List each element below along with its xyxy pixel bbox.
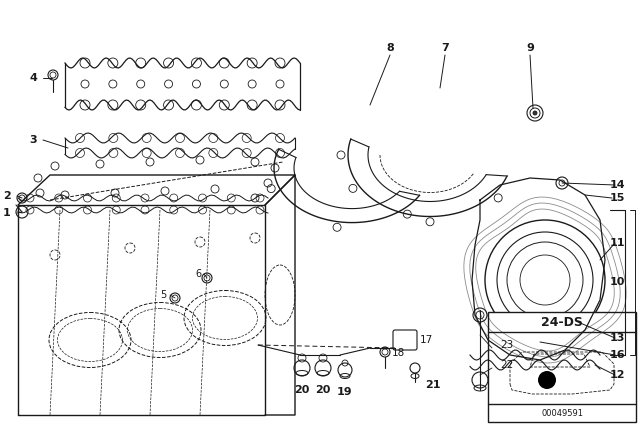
Text: 14: 14: [609, 180, 625, 190]
Text: 1: 1: [3, 208, 11, 218]
Text: 9: 9: [526, 43, 534, 53]
Text: 22: 22: [500, 360, 513, 370]
Text: 00049591: 00049591: [541, 409, 583, 418]
Text: 20: 20: [294, 385, 310, 395]
Text: 24-DS: 24-DS: [541, 315, 583, 328]
Text: 15: 15: [610, 193, 625, 203]
Text: 3: 3: [29, 135, 37, 145]
Bar: [488, 312, 636, 422]
Circle shape: [533, 111, 537, 115]
Text: 4: 4: [29, 73, 37, 83]
Text: 8: 8: [386, 43, 394, 53]
Text: 19: 19: [337, 387, 353, 397]
Text: 20: 20: [316, 385, 331, 395]
Text: 23: 23: [500, 340, 513, 350]
Circle shape: [559, 180, 565, 186]
Text: 10: 10: [610, 277, 625, 287]
Text: 6: 6: [195, 269, 201, 279]
Text: 5: 5: [160, 290, 166, 300]
Text: 18: 18: [392, 348, 404, 358]
Text: 17: 17: [420, 335, 433, 345]
Text: 7: 7: [441, 43, 449, 53]
Text: 21: 21: [425, 380, 440, 390]
Text: 11: 11: [609, 238, 625, 248]
Text: 2: 2: [3, 191, 11, 201]
Circle shape: [538, 371, 556, 389]
Text: 12: 12: [609, 370, 625, 380]
Circle shape: [50, 72, 56, 78]
Text: 16: 16: [609, 350, 625, 360]
Text: 13: 13: [610, 333, 625, 343]
